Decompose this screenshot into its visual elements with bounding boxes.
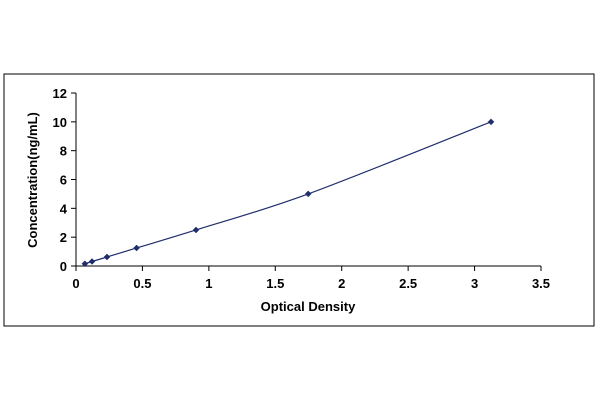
x-tick-label: 1.5 <box>266 276 284 291</box>
x-tick-label: 1 <box>205 276 212 291</box>
x-tick-label: 2 <box>338 276 345 291</box>
data-point <box>487 118 495 126</box>
y-tick-label: 12 <box>53 86 67 101</box>
y-tick-label: 6 <box>60 173 67 188</box>
y-tick-label: 10 <box>53 115 67 130</box>
data-point <box>88 258 96 265</box>
ticks: 0 0.5 1 1.5 2 2.5 3 3.5 0 2 4 6 8 10 12 <box>53 86 551 291</box>
x-tick-label: 0 <box>72 276 79 291</box>
x-tick-label: 3 <box>471 276 478 291</box>
y-axis-title: Concentration(ng/mL) <box>25 112 40 248</box>
y-tick-label: 0 <box>60 259 67 274</box>
data-point <box>81 260 89 268</box>
series <box>81 118 495 268</box>
chart-area-border <box>3 73 595 327</box>
x-tick-label: 2.5 <box>399 276 417 291</box>
y-tick-label: 8 <box>60 144 67 159</box>
data-point <box>192 226 200 234</box>
data-point <box>103 253 111 261</box>
x-tick-label: 3.5 <box>532 276 550 291</box>
y-tick-label: 4 <box>60 201 68 216</box>
x-tick-label: 0.5 <box>133 276 151 291</box>
x-axis-title: Optical Density <box>261 299 356 314</box>
data-point <box>304 190 312 198</box>
y-tick-label: 2 <box>60 230 67 245</box>
data-point <box>133 244 140 252</box>
